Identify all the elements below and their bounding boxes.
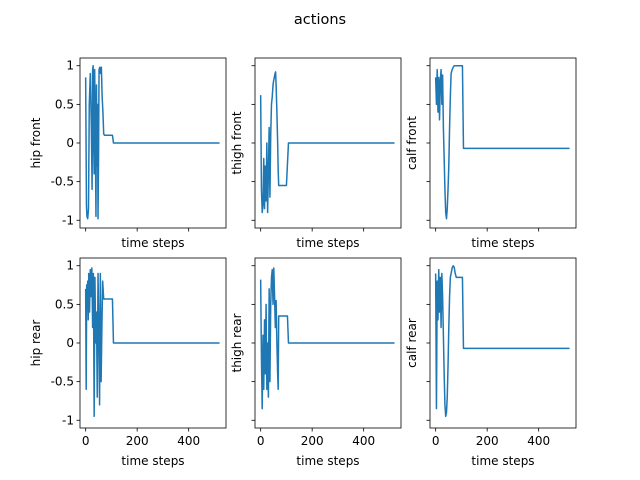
x-tick-label: 0 [82,434,90,448]
x-axis-label: time steps [121,454,184,468]
subplot-thigh-front: time steps thigh front [230,57,402,250]
x-axis-label: time steps [121,236,184,250]
x-tick-label: 200 [126,434,149,448]
y-tick-label: 0 [66,136,74,150]
x-axis-label: time steps [296,454,359,468]
y-tick-label: 0.5 [55,97,74,111]
subplot-calf-front: time steps calf front [405,57,577,250]
figure-title: actions [294,12,346,28]
subplot-calf-rear: 0 200 400 time steps calf rear [405,257,577,468]
y-axis-label: thigh front [230,111,244,175]
subplot-grid: -1 -0.5 0 0.5 1 time steps hip front time steps… [29,57,577,468]
subplot-hip-front: -1 -0.5 0 0.5 1 time steps hip front [29,57,227,250]
y-tick-label: 0 [66,336,74,350]
series-line [84,267,220,418]
series-line [259,267,395,410]
subplot-thigh-rear: 0 200 400 time steps thigh rear [230,257,402,468]
x-tick-label: 400 [527,434,550,448]
x-axis-label: time steps [471,454,534,468]
x-axis-label: time steps [296,236,359,250]
x-tick-label: 200 [476,434,499,448]
x-tick-label: 400 [177,434,200,448]
y-tick-label: 1 [66,259,74,273]
x-tick-label: 0 [432,434,440,448]
subplot-hip-rear: -1 -0.5 0 0.5 1 0 200 400 time steps hip rear [29,257,227,468]
y-tick-label: 1 [66,59,74,73]
y-axis-label: thigh rear [230,313,244,372]
y-tick-label: 0.5 [55,297,74,311]
x-tick-label: 400 [352,434,375,448]
x-axis-label: time steps [471,236,534,250]
y-axis-label: hip rear [29,320,43,367]
y-tick-label: -1 [62,213,74,227]
y-axis-label: calf front [405,116,419,170]
y-axis-label: calf rear [405,318,419,368]
y-tick-label: -0.5 [51,175,74,189]
x-tick-label: 200 [301,434,324,448]
series-line [259,71,395,214]
y-tick-label: -1 [62,413,74,427]
series-line [84,64,220,220]
y-tick-label: -0.5 [51,375,74,389]
x-tick-label: 0 [257,434,265,448]
series-line [434,264,570,418]
y-axis-label: hip front [29,117,43,168]
series-line [434,64,570,220]
